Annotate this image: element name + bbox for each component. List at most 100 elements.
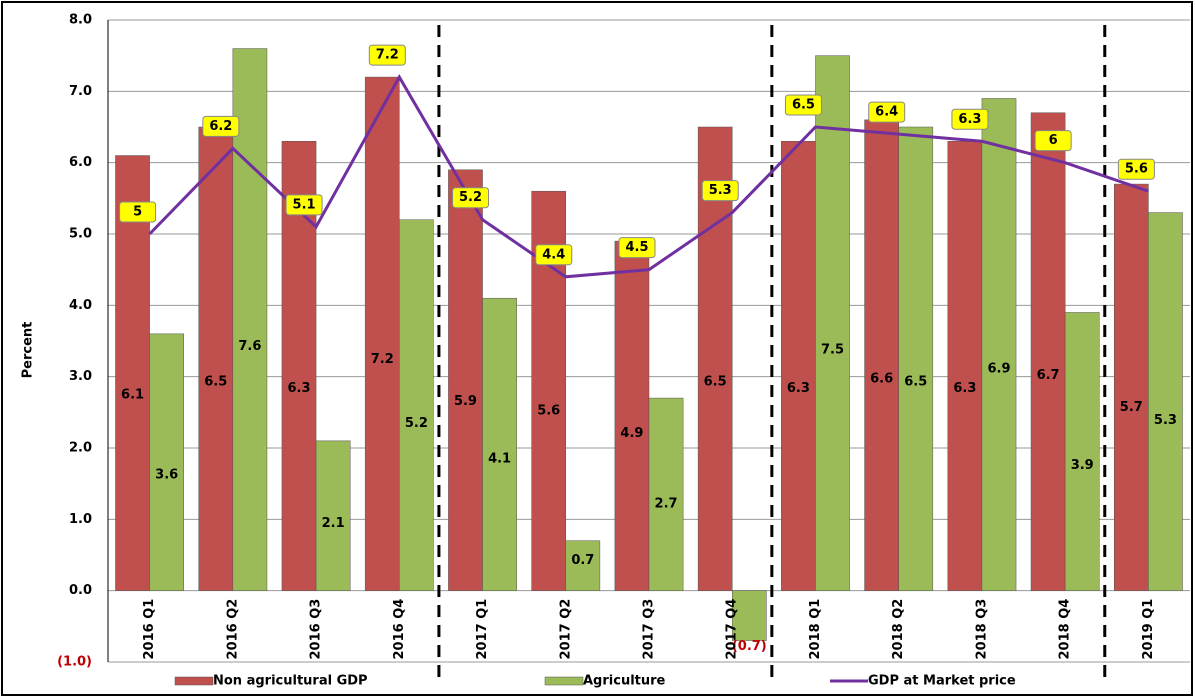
x-tick-label: 2017 Q1 — [475, 599, 490, 660]
x-tick-label: 2018 Q3 — [974, 599, 989, 660]
bar — [864, 119, 899, 591]
y-tick-label: (1.0) — [57, 655, 92, 670]
bar — [648, 397, 684, 591]
data-label: 6.6 — [870, 371, 893, 386]
data-label: 3.6 — [155, 468, 178, 483]
data-label: 6.5 — [904, 375, 927, 390]
bar — [482, 297, 517, 591]
y-tick-label: 5.0 — [69, 227, 92, 242]
label-box — [368, 44, 406, 66]
bar — [315, 440, 351, 591]
bar — [781, 141, 816, 591]
label-box — [701, 180, 739, 202]
data-label: 6.7 — [1037, 368, 1060, 383]
legend-label: Agriculture — [583, 674, 666, 689]
bar — [815, 55, 850, 591]
y-tick-label: 3.0 — [69, 369, 92, 384]
data-label: 5.7 — [1120, 400, 1143, 415]
bar — [232, 48, 268, 591]
data-label: 6.3 — [787, 381, 810, 396]
bar — [399, 219, 434, 591]
data-label: 7.2 — [371, 352, 394, 367]
data-label: 5.2 — [459, 190, 482, 205]
data-label: 6.5 — [792, 98, 815, 113]
bar — [947, 141, 983, 591]
bar — [731, 590, 767, 641]
bar — [281, 141, 317, 591]
label-box — [868, 101, 906, 123]
bar — [1064, 312, 1100, 591]
data-label: 6.1 — [121, 387, 144, 402]
bar — [697, 126, 733, 591]
y-tick-label: 4.0 — [69, 298, 92, 313]
x-tick-label: 2017 Q4 — [725, 599, 740, 660]
label-box — [119, 201, 157, 223]
label-box — [285, 194, 323, 216]
bar — [1148, 212, 1183, 591]
data-label: 6.4 — [875, 105, 898, 120]
bar — [149, 333, 184, 591]
y-tick-label: 2.0 — [69, 441, 92, 456]
legend-label: Non agricultural GDP — [213, 674, 368, 689]
legend-label: GDP at Market price — [868, 674, 1016, 689]
label-box — [452, 187, 490, 209]
data-label: (0.7) — [732, 639, 767, 654]
bar — [614, 240, 650, 591]
data-label: 6 — [1049, 133, 1058, 148]
data-label: 6.3 — [958, 112, 981, 127]
bar — [898, 126, 934, 591]
label-box — [535, 244, 573, 266]
y-axis-label: Percent — [21, 322, 36, 379]
y-tick-label: 1.0 — [69, 512, 92, 527]
bar — [198, 126, 234, 591]
x-tick-label: 2016 Q3 — [309, 599, 324, 660]
data-label: 5.6 — [1125, 162, 1148, 177]
data-label: 5.3 — [709, 183, 732, 198]
data-label: 4.9 — [620, 426, 643, 441]
data-label: 5.2 — [405, 416, 428, 431]
data-label: 4.1 — [488, 452, 511, 467]
data-label: 6.3 — [287, 381, 310, 396]
data-label: 6.2 — [209, 119, 232, 134]
data-label: 2.7 — [655, 496, 678, 511]
data-label: 5.6 — [537, 403, 560, 418]
bar — [981, 98, 1017, 591]
x-tick-label: 2018 Q4 — [1058, 599, 1073, 660]
data-label: 6.5 — [204, 375, 227, 390]
y-tick-label: 7.0 — [69, 84, 92, 99]
x-tick-label: 2019 Q1 — [1141, 599, 1156, 660]
label-box — [1034, 130, 1072, 152]
label-box — [951, 108, 989, 130]
data-label: 6.9 — [987, 362, 1010, 377]
data-label: 6.3 — [953, 381, 976, 396]
label-box — [1117, 158, 1155, 180]
data-label: 0.7 — [571, 553, 594, 568]
legend-swatch — [544, 676, 584, 686]
x-tick-label: 2016 Q2 — [225, 599, 240, 660]
data-label: 2.1 — [322, 516, 345, 531]
bar — [364, 76, 400, 591]
data-label: 7.6 — [238, 339, 261, 354]
x-tick-label: 2018 Q1 — [808, 599, 823, 660]
data-label: 3.9 — [1071, 458, 1094, 473]
data-label: 5 — [133, 205, 142, 220]
data-label: 5.9 — [454, 394, 477, 409]
data-label: 7.2 — [376, 48, 399, 63]
label-box — [784, 94, 822, 116]
bar — [115, 155, 150, 591]
data-label: 6.5 — [704, 375, 727, 390]
x-tick-label: 2017 Q3 — [642, 599, 657, 660]
data-label: 5.3 — [1154, 413, 1177, 428]
bar — [448, 169, 483, 591]
label-box — [202, 115, 240, 137]
bar — [1030, 112, 1066, 591]
y-tick-label: 6.0 — [69, 155, 92, 170]
line — [148, 74, 1149, 279]
legend-swatch — [174, 676, 214, 686]
x-tick-label: 2016 Q1 — [142, 599, 157, 660]
x-tick-label: 2018 Q2 — [891, 599, 906, 660]
y-tick-label: 8.0 — [69, 13, 92, 28]
data-label: 4.4 — [542, 247, 565, 262]
